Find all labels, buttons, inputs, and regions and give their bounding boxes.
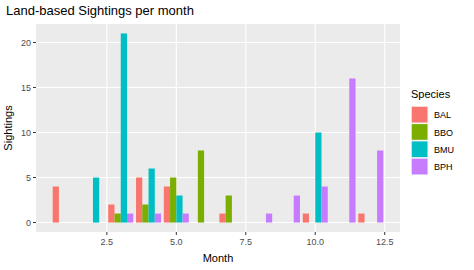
x-grid-line (245, 24, 246, 232)
legend-key-bg (411, 158, 428, 175)
bar (93, 178, 99, 223)
y-grid-line (36, 132, 400, 133)
bar (183, 214, 189, 223)
y-tick-label: 15 (21, 83, 31, 93)
bar (349, 78, 355, 222)
bar (127, 214, 133, 223)
x-tick-label: 12.5 (376, 237, 394, 247)
x-tick-label: 7.5 (240, 237, 253, 247)
y-grid-line (36, 87, 400, 88)
legend-key-bg (411, 141, 428, 158)
y-tick (33, 42, 36, 43)
x-tick-label: 10.0 (306, 237, 324, 247)
y-axis-title: Sightings (2, 105, 14, 151)
bar (108, 205, 114, 223)
bar (114, 214, 120, 223)
title: Land-based Sightings per month (6, 3, 194, 18)
legend-label: BBO (434, 128, 453, 138)
bar (53, 187, 59, 223)
bar (377, 151, 383, 223)
bar (155, 214, 161, 223)
x-tick (384, 232, 385, 235)
x-grid-line (384, 24, 385, 232)
bar (149, 169, 155, 223)
y-tick (33, 132, 36, 133)
x-grid-line (106, 24, 107, 232)
y-tick (33, 222, 36, 223)
x-tick (106, 232, 107, 235)
bar (226, 196, 232, 223)
legend-label: BAL (434, 110, 451, 120)
bar (303, 214, 309, 223)
x-axis-title: Month (203, 252, 234, 264)
bar (198, 151, 204, 223)
legend-key (412, 159, 428, 175)
x-tick (315, 232, 316, 235)
y-tick-label: 5 (26, 173, 31, 183)
bar (266, 214, 272, 223)
bar (121, 33, 127, 222)
chart: 0 5 10 15 20 2.5 5.0 7.5 10.0 12.5 Land-based Sigh… (0, 0, 474, 270)
bar (358, 214, 364, 223)
bar (176, 196, 182, 223)
bar (219, 214, 225, 223)
bar (322, 187, 328, 223)
y-tick (33, 87, 36, 88)
bars (53, 33, 384, 222)
legend-key-bg (411, 123, 428, 140)
legend-title: Species (411, 88, 451, 100)
y-tick (33, 177, 36, 178)
x-tick (176, 232, 177, 235)
x-tick (245, 232, 246, 235)
legend-key (412, 107, 428, 123)
y-tick-label: 0 (26, 218, 31, 228)
bar (142, 205, 148, 223)
legend-label: BMU (434, 145, 454, 155)
bar (170, 178, 176, 223)
y-grid-line (36, 177, 400, 178)
x-tick-label: 5.0 (170, 237, 183, 247)
bar (164, 187, 170, 223)
legend-key (412, 124, 428, 140)
y-tick-label: 20 (21, 38, 31, 48)
x-tick-label: 2.5 (101, 237, 114, 247)
legend-key-bg (411, 106, 428, 123)
y-tick-label: 10 (21, 128, 31, 138)
y-grid-line (36, 42, 400, 43)
y-grid-line (36, 222, 400, 223)
bar (294, 196, 300, 223)
plot-background (36, 24, 400, 232)
legend-label: BPH (434, 162, 453, 172)
legend-key (412, 141, 428, 157)
bar (315, 133, 321, 223)
bar (136, 178, 142, 223)
